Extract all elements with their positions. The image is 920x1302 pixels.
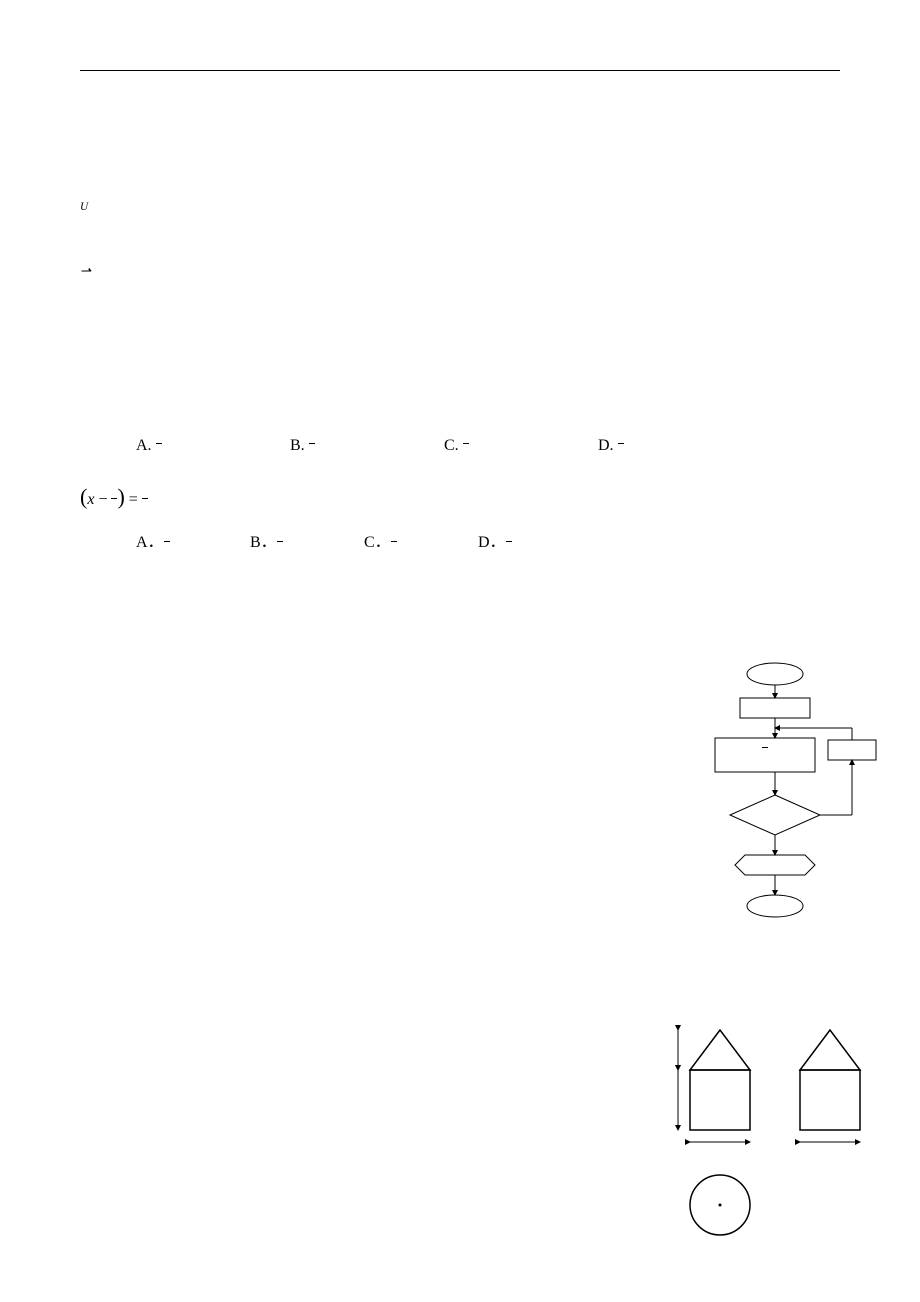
question-3: A. B. C. D. <box>80 318 840 463</box>
question-6 <box>80 626 840 661</box>
q4-optD: D． <box>478 525 588 560</box>
q3-options: A. B. C. D. <box>80 428 840 463</box>
three-view-figure <box>660 1020 880 1261</box>
top-rule <box>80 70 840 71</box>
q5-options <box>80 570 840 605</box>
complement-sub: U <box>80 193 88 210</box>
flowchart-figure <box>670 660 880 969</box>
question-4: (x − ) = A． B． C． D． <box>80 473 840 561</box>
q4-rhs <box>142 498 148 499</box>
q3-optB: B. <box>290 428 440 463</box>
q6-options <box>80 626 840 661</box>
q2-options <box>80 273 840 308</box>
page: U A. B. C. <box>0 0 920 1302</box>
question-1: U <box>80 184 840 259</box>
q1-options <box>80 224 840 259</box>
q4-options: A． B． C． D． <box>80 525 840 560</box>
q4-optC: C． <box>364 525 474 560</box>
q3-optA: A. <box>136 428 286 463</box>
intro-block <box>80 93 840 170</box>
question-2 <box>80 269 840 308</box>
question-5 <box>80 570 840 605</box>
flow-proc <box>718 742 812 755</box>
q4-optA: A． <box>136 525 246 560</box>
q3-optD: D. <box>598 428 708 463</box>
q4-optB: B． <box>250 525 360 560</box>
q3-optC: C. <box>444 428 594 463</box>
